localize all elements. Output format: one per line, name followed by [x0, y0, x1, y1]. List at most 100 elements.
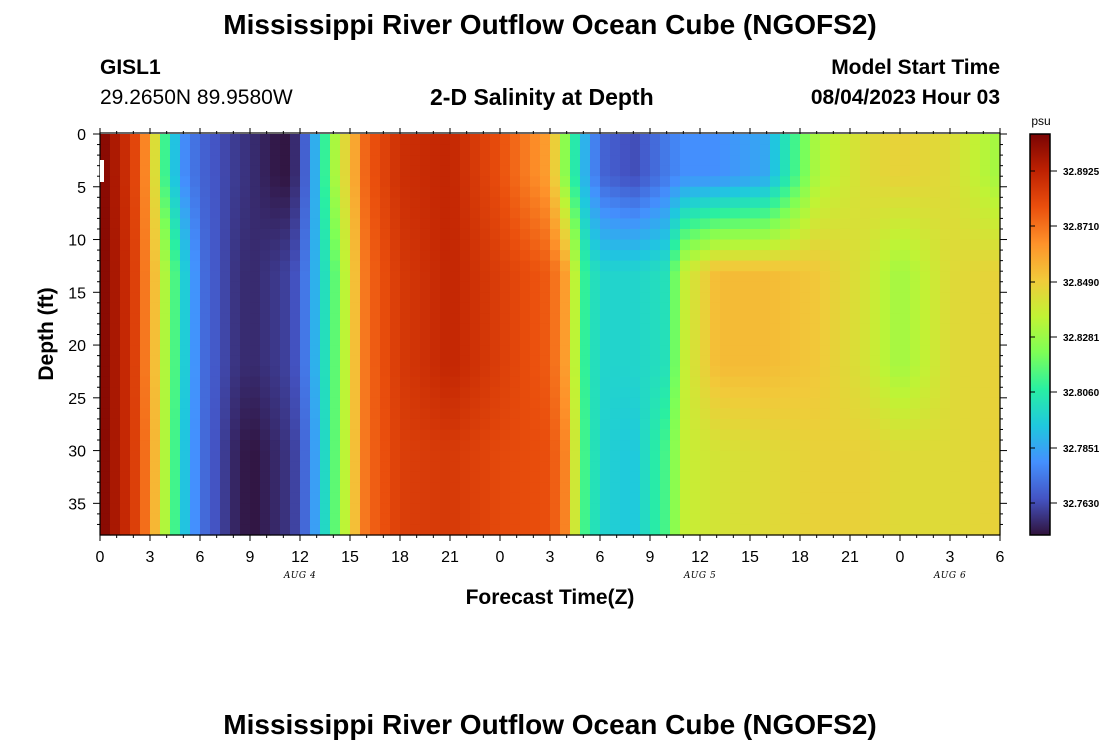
heatmap-cell — [600, 281, 611, 293]
heatmap-cell — [160, 302, 171, 314]
heatmap-cell — [530, 376, 541, 388]
heatmap-cell — [310, 482, 321, 494]
heatmap-cell — [700, 376, 711, 388]
heatmap-cell — [850, 176, 861, 188]
heatmap-cell — [740, 418, 751, 431]
heatmap-cell — [820, 313, 831, 325]
heatmap-cell — [330, 197, 341, 209]
heatmap-cell — [950, 524, 961, 536]
x-tick-label: 6 — [196, 549, 205, 566]
heatmap-cell — [520, 408, 531, 420]
heatmap-cell — [180, 345, 191, 357]
heatmap-cell — [810, 239, 821, 251]
heatmap-cell — [400, 271, 411, 283]
heatmap-cell — [350, 429, 361, 441]
heatmap-cell — [950, 461, 961, 473]
heatmap-cell — [820, 197, 831, 209]
heatmap-cell — [510, 408, 521, 420]
heatmap-cell — [380, 408, 391, 420]
heatmap-cell — [140, 366, 151, 378]
heatmap-cell — [710, 207, 721, 220]
heatmap-cell — [400, 376, 411, 388]
heatmap-cell — [980, 281, 991, 293]
heatmap-cell — [850, 366, 861, 378]
colorbar-label: 32.8925 — [1063, 167, 1100, 178]
heatmap-cell — [970, 408, 981, 420]
heatmap-cell — [800, 387, 811, 399]
heatmap-cell — [540, 334, 551, 346]
heatmap-cell — [340, 281, 351, 293]
heatmap-cell — [720, 302, 731, 314]
heatmap-cell — [710, 260, 721, 272]
heatmap-cell — [990, 292, 1001, 304]
heatmap-cell — [670, 524, 681, 536]
heatmap-cell — [650, 250, 661, 262]
heatmap-cell — [260, 387, 271, 399]
heatmap-cell — [990, 482, 1001, 494]
heatmap-cell — [820, 376, 831, 388]
heatmap-cell — [430, 155, 441, 167]
heatmap-cell — [610, 144, 621, 156]
heatmap-cell — [720, 271, 731, 283]
heatmap-cell — [590, 271, 601, 283]
heatmap-cell — [580, 492, 591, 504]
heatmap-cell — [550, 397, 561, 409]
heatmap-cell — [410, 355, 421, 367]
heatmap-cell — [400, 471, 411, 483]
heatmap-cell — [410, 387, 421, 399]
heatmap-cell — [550, 218, 561, 230]
heatmap-cell — [220, 218, 231, 230]
heatmap-cell — [700, 440, 711, 452]
heatmap-cell — [330, 313, 341, 325]
heatmap-cell — [160, 418, 171, 431]
colorbar-label: 32.7851 — [1063, 444, 1100, 455]
heatmap-cell — [620, 323, 631, 336]
heatmap-cell — [100, 387, 111, 399]
heatmap-cell — [670, 250, 681, 262]
heatmap-cell — [660, 355, 671, 367]
heatmap-cell — [770, 492, 781, 504]
heatmap-cell — [950, 228, 961, 241]
heatmap-cell — [770, 292, 781, 304]
heatmap-cell — [950, 197, 961, 209]
heatmap-cell — [690, 408, 701, 420]
heatmap-cell — [480, 429, 491, 441]
heatmap-cell — [540, 155, 551, 167]
heatmap-cell — [220, 450, 231, 462]
heatmap-cell — [490, 302, 501, 314]
heatmap-cell — [860, 355, 871, 367]
heatmap-cell — [470, 450, 481, 462]
heatmap-cell — [940, 134, 951, 146]
heatmap-cell — [390, 387, 401, 399]
heatmap-cell — [700, 418, 711, 431]
heatmap-cell — [640, 397, 651, 409]
heatmap-cell — [800, 450, 811, 462]
heatmap-cell — [790, 197, 801, 209]
heatmap-cell — [510, 461, 521, 473]
heatmap-cell — [220, 271, 231, 283]
heatmap-cell — [980, 440, 991, 452]
heatmap-cell — [480, 176, 491, 188]
model-start-label: Model Start Time — [831, 56, 1000, 79]
heatmap-cell — [950, 144, 961, 156]
heatmap-cell — [530, 323, 541, 336]
heatmap-cell — [870, 239, 881, 251]
heatmap-cell — [730, 144, 741, 156]
heatmap-cell — [980, 492, 991, 504]
heatmap-cell — [840, 408, 851, 420]
heatmap-cell — [460, 218, 471, 230]
heatmap-cell — [720, 165, 731, 177]
heatmap-cell — [590, 313, 601, 325]
heatmap-cell — [310, 281, 321, 293]
heatmap-cell — [430, 302, 441, 314]
heatmap-cell — [490, 482, 501, 494]
heatmap-cell — [150, 155, 161, 167]
heatmap-cell — [250, 387, 261, 399]
heatmap-cell — [220, 250, 231, 262]
heatmap-cell — [760, 397, 771, 409]
heatmap-cell — [870, 503, 881, 515]
heatmap-cell — [170, 334, 181, 346]
heatmap-cell — [810, 418, 821, 431]
heatmap-cell — [520, 271, 531, 283]
heatmap-cell — [670, 207, 681, 220]
